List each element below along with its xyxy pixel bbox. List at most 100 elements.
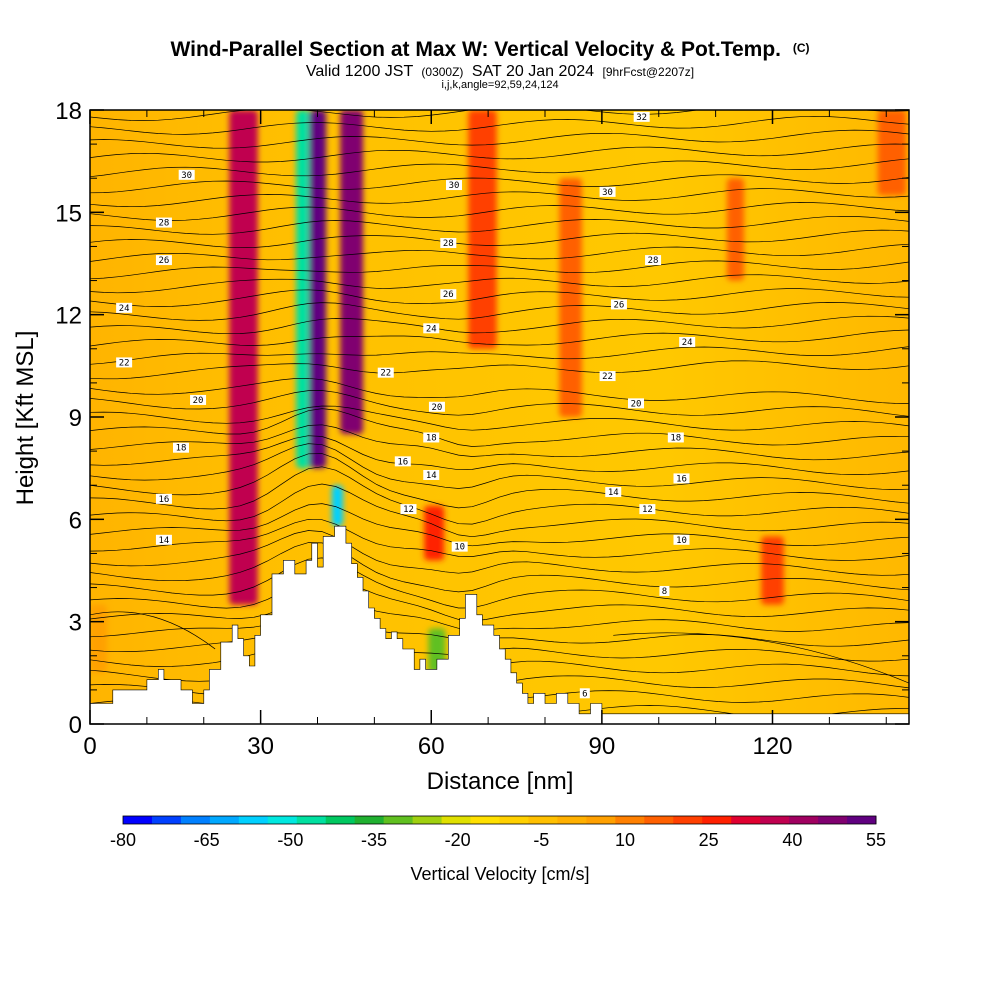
theta-contour	[90, 377, 909, 404]
colorbar-swatch	[123, 816, 153, 824]
svg-text:16: 16	[159, 495, 170, 505]
contour-label: 28	[645, 255, 662, 266]
velocity-band	[468, 110, 497, 349]
contour-label: 6	[579, 688, 590, 699]
colorbar-swatch	[586, 816, 616, 824]
theta-contour	[90, 202, 909, 221]
contour-label: 28	[440, 238, 457, 249]
contour-label: 20	[428, 401, 445, 413]
colorbar-tick-label: 25	[699, 830, 719, 850]
colorbar-swatch	[383, 816, 414, 824]
svg-text:20: 20	[193, 396, 204, 406]
svg-text:30: 30	[181, 171, 192, 181]
velocity-band	[90, 604, 108, 673]
theta-contour	[90, 110, 909, 121]
theta-contour	[90, 483, 909, 538]
y-tick-label: 12	[55, 303, 82, 330]
y-tick-label: 0	[69, 712, 82, 739]
svg-text:22: 22	[602, 372, 613, 382]
contour-label: 14	[155, 534, 172, 546]
theta-contour	[90, 188, 909, 208]
velocity-band	[308, 110, 327, 469]
colorbar-frame	[122, 815, 877, 825]
svg-text:14: 14	[608, 488, 619, 498]
velocity-band	[331, 485, 344, 527]
colorbar-swatch	[615, 816, 645, 824]
contour-label: 24	[116, 302, 133, 314]
colorbar-swatch	[296, 816, 327, 824]
theta-contour	[90, 288, 909, 307]
colorbar-tick-label: -35	[361, 830, 387, 850]
theta-contour	[90, 611, 216, 650]
colorbar-swatch	[354, 816, 385, 824]
colorbar-swatch	[412, 816, 443, 824]
contour-label: 26	[610, 299, 627, 310]
theta-contour	[90, 360, 909, 380]
contour-label: 26	[155, 255, 172, 266]
svg-text:16: 16	[397, 457, 408, 467]
theta-contour	[90, 274, 909, 294]
svg-text:26: 26	[159, 256, 170, 266]
theta-contour	[90, 576, 909, 622]
contour-label: 18	[173, 442, 189, 454]
svg-text:28: 28	[159, 219, 170, 229]
velocity-band	[761, 536, 784, 605]
x-tick-label: 120	[752, 733, 792, 760]
theta-contour	[90, 315, 909, 335]
colorbar-swatch	[209, 816, 240, 824]
contour-label: 12	[400, 504, 417, 515]
y-tick-label: 18	[55, 98, 82, 125]
svg-text:20: 20	[631, 399, 642, 409]
contour-label: 20	[628, 398, 644, 409]
contour-label: 18	[667, 432, 684, 443]
svg-text:32: 32	[636, 113, 647, 123]
colorbar-tick-label: 40	[782, 830, 802, 850]
y-tick-label: 9	[69, 405, 82, 432]
contour-label: 16	[673, 473, 690, 484]
colorbar-swatch	[818, 816, 848, 824]
contour-label: 22	[116, 357, 133, 368]
colorbar-swatch	[528, 816, 558, 824]
svg-text:6: 6	[582, 689, 587, 699]
theta-contour	[90, 453, 909, 509]
contour-label: 24	[423, 323, 440, 334]
svg-text:14: 14	[159, 536, 170, 546]
colorbar-swatch	[760, 816, 790, 824]
colorbar-swatch	[673, 816, 703, 824]
svg-text:12: 12	[642, 505, 653, 515]
colorbar-swatch	[731, 816, 761, 824]
x-tick-label: 90	[589, 733, 616, 760]
theta-contour	[90, 518, 909, 561]
y-axis-label: Height [Kft MSL]	[12, 331, 39, 506]
velocity-background	[90, 110, 909, 724]
x-tick-label: 0	[83, 733, 96, 760]
terrain-mask	[89, 525, 910, 725]
theta-contour	[90, 424, 909, 461]
colorbar-swatch	[557, 816, 587, 824]
theta-contour	[90, 435, 909, 475]
colorbar-swatch	[238, 816, 269, 824]
svg-text:8: 8	[662, 587, 667, 597]
theta-contour	[90, 390, 909, 417]
svg-text:14: 14	[426, 471, 437, 481]
colorbar-swatch	[180, 816, 211, 824]
colorbar-swatch	[789, 816, 819, 824]
svg-text:18: 18	[176, 444, 187, 454]
colorbar-swatch	[702, 816, 732, 824]
theta-contour	[90, 302, 909, 321]
contour-label: 26	[440, 289, 457, 300]
theta-contour	[90, 215, 909, 235]
contour-label: 30	[599, 186, 616, 198]
svg-text:10: 10	[676, 536, 687, 546]
theta-contour	[90, 129, 909, 149]
contour-labels: 32 30 30 30 28 28 28 26 26 26 24 24 24 22 22 22 20 20 20 18…	[116, 111, 696, 699]
theta-contour	[90, 243, 909, 262]
velocity-band	[559, 178, 582, 417]
svg-text:18: 18	[426, 433, 437, 443]
theta-contour	[90, 557, 909, 609]
y-tick-label: 15	[55, 200, 82, 227]
chart-subtitle-2: i,j,k,angle=92,59,24,124	[441, 79, 558, 91]
velocity-band	[727, 178, 745, 281]
svg-text:10: 10	[454, 543, 465, 553]
